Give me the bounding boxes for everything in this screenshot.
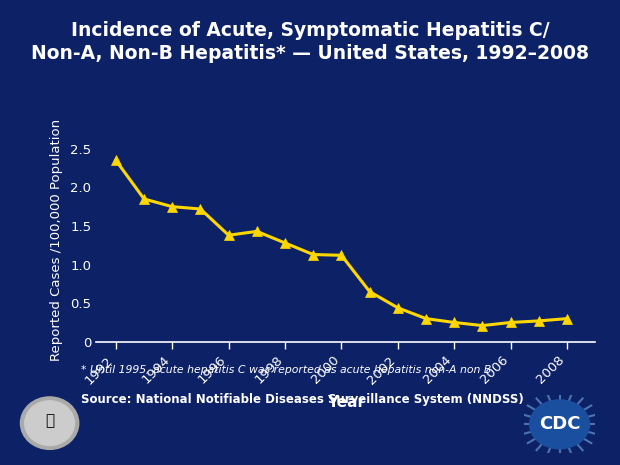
Circle shape <box>529 400 590 449</box>
Text: * Until 1995, acute hepatitis C was reported as acute hepatitis non-A non B: * Until 1995, acute hepatitis C was repo… <box>81 365 491 375</box>
Circle shape <box>25 401 74 445</box>
Text: Source: National Notifiable Diseases Surveillance System (NNDSS): Source: National Notifiable Diseases Sur… <box>81 393 523 406</box>
Text: 🦅: 🦅 <box>45 413 54 428</box>
Text: Incidence of Acute, Symptomatic Hepatitis C/
Non-A, Non-B Hepatitis* — United St: Incidence of Acute, Symptomatic Hepatiti… <box>31 21 589 63</box>
Circle shape <box>20 397 79 449</box>
Y-axis label: Reported Cases /100,000 Population: Reported Cases /100,000 Population <box>50 119 63 360</box>
X-axis label: Year: Year <box>327 395 365 410</box>
Text: CDC: CDC <box>539 415 580 433</box>
